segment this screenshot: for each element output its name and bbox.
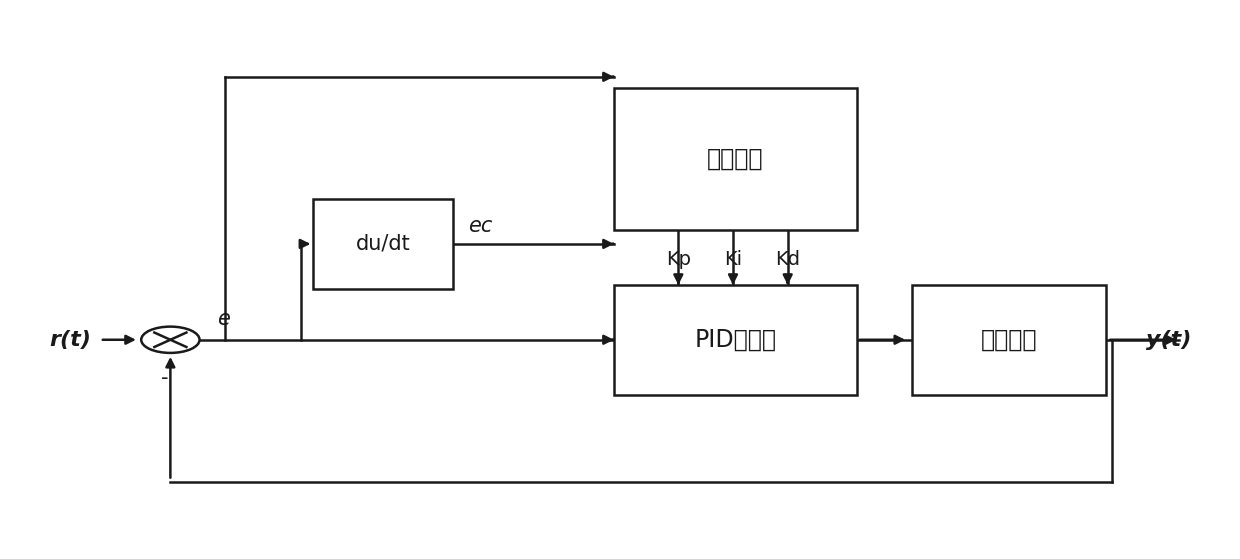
Text: PID控制器: PID控制器: [694, 328, 776, 352]
Text: y(t): y(t): [1146, 330, 1192, 350]
Text: 模糊推理: 模糊推理: [707, 147, 764, 171]
Text: Kp: Kp: [666, 249, 691, 268]
Text: e: e: [217, 309, 229, 329]
Text: Ki: Ki: [724, 249, 742, 268]
Text: r(t): r(t): [48, 330, 91, 350]
FancyBboxPatch shape: [314, 198, 453, 289]
Text: du/dt: du/dt: [356, 234, 410, 254]
FancyBboxPatch shape: [614, 88, 857, 230]
FancyBboxPatch shape: [614, 285, 857, 395]
FancyBboxPatch shape: [911, 285, 1106, 395]
Text: Kd: Kd: [775, 249, 800, 268]
Text: ec: ec: [467, 216, 492, 236]
Text: 被控对象: 被控对象: [981, 328, 1037, 352]
Text: -: -: [160, 368, 169, 388]
